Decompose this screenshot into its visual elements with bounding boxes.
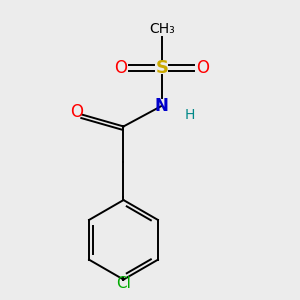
Text: N: N: [155, 97, 169, 115]
Text: O: O: [196, 58, 209, 76]
Text: S: S: [155, 58, 168, 76]
Text: O: O: [70, 103, 83, 121]
Text: O: O: [114, 58, 127, 76]
Text: Cl: Cl: [116, 277, 131, 292]
Text: H: H: [184, 108, 195, 122]
Text: CH₃: CH₃: [149, 22, 175, 36]
